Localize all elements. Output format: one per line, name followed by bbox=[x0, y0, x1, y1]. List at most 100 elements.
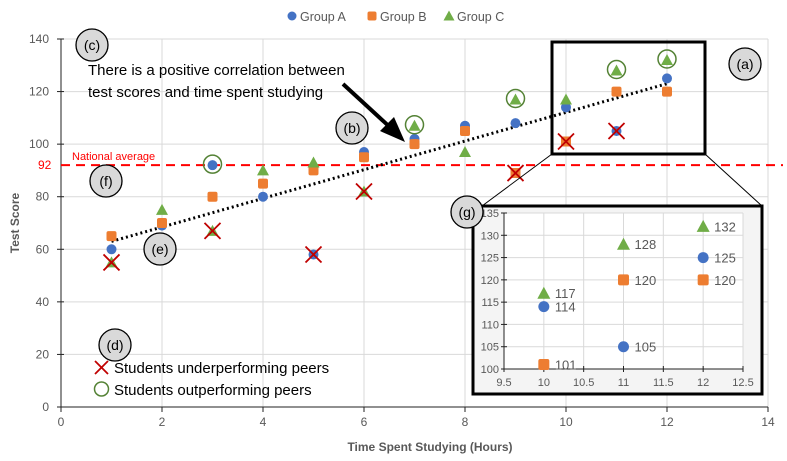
point-group-c bbox=[661, 54, 673, 66]
point-group-c bbox=[459, 146, 471, 158]
x-tick-label: 10 bbox=[559, 415, 573, 429]
callout-badge bbox=[89, 164, 123, 198]
inset-data-label: 125 bbox=[714, 251, 736, 266]
inset-x-tick-label: 12 bbox=[697, 377, 709, 389]
x-stroke bbox=[304, 245, 323, 264]
x-axis-label: Time Spent Studying (Hours) bbox=[347, 440, 512, 454]
inset-point-group-b bbox=[697, 274, 709, 286]
point-group-b bbox=[207, 191, 218, 202]
inset-point-group-b bbox=[538, 359, 550, 371]
callout-badge bbox=[143, 232, 177, 266]
callout-badge bbox=[335, 111, 369, 145]
inset-data-label: 105 bbox=[635, 340, 657, 355]
callout-badge bbox=[450, 195, 484, 229]
callout-label: (e) bbox=[151, 241, 168, 257]
inset-data-label: 120 bbox=[635, 273, 657, 288]
national-average-value: 92 bbox=[38, 158, 52, 172]
underperforming-x-marker bbox=[203, 222, 222, 240]
underperforming-x-marker bbox=[304, 245, 323, 264]
underperforming-legend-label: Students underperforming peers bbox=[114, 360, 329, 377]
inset-point-group-a bbox=[618, 341, 629, 353]
point-group-a bbox=[106, 244, 117, 255]
underperforming-x-marker bbox=[506, 164, 525, 182]
inset-y-tick-label: 135 bbox=[481, 208, 499, 220]
inset-data-label: 117 bbox=[555, 286, 576, 301]
inset-data-label: 101 bbox=[555, 358, 577, 373]
inset-point-group-c bbox=[617, 237, 630, 250]
inset-x-tick-label: 11 bbox=[618, 377, 629, 389]
x-stroke bbox=[607, 122, 626, 140]
point-group-a bbox=[207, 160, 218, 171]
inset-x-tick-label: 9.5 bbox=[496, 377, 511, 389]
point-group-b bbox=[409, 139, 420, 150]
national-average-label: National average bbox=[72, 151, 155, 163]
inset-data-label: 120 bbox=[714, 273, 736, 288]
callout-label: (d) bbox=[106, 337, 123, 353]
point-group-b bbox=[106, 231, 117, 242]
trendline bbox=[111, 82, 668, 243]
point-group-a bbox=[258, 191, 268, 202]
legend-label: Group A bbox=[300, 10, 347, 24]
point-group-c bbox=[560, 93, 572, 105]
inset-y-tick-label: 125 bbox=[481, 253, 499, 265]
x-tick-label: 12 bbox=[660, 415, 674, 429]
callout-label: (f) bbox=[99, 173, 112, 189]
x-stroke bbox=[203, 222, 222, 240]
zoom-connector-line bbox=[481, 153, 553, 207]
point-group-b bbox=[662, 86, 672, 97]
inset-point-group-c bbox=[696, 219, 710, 232]
inset-data-label: 114 bbox=[555, 300, 576, 315]
y-tick-label: 80 bbox=[36, 190, 50, 204]
inset-data-label: 128 bbox=[635, 237, 657, 252]
callout-badge bbox=[728, 47, 762, 81]
legend-marker-group-b bbox=[367, 11, 377, 21]
point-group-b bbox=[258, 178, 268, 189]
point-group-a bbox=[510, 118, 521, 129]
point-group-b bbox=[157, 218, 167, 228]
y-axis-label: Test Score bbox=[8, 192, 22, 253]
inset-y-tick-label: 110 bbox=[481, 319, 499, 331]
legend-label: Group C bbox=[457, 10, 504, 24]
inset-chart: 9.5 10 10.5 11 11.5 12 12.5 100 105 110 115 120 125 1… bbox=[471, 204, 764, 396]
x-tick-label: 14 bbox=[761, 415, 775, 429]
x-tick-label: 8 bbox=[462, 415, 469, 429]
point-group-c bbox=[257, 164, 269, 176]
point-group-c bbox=[408, 119, 421, 131]
point-group-c bbox=[156, 203, 168, 215]
annotation-arrow-shaft bbox=[341, 82, 395, 132]
y-tick-label: 20 bbox=[36, 347, 50, 361]
point-group-c bbox=[610, 64, 623, 76]
underperforming-x-marker bbox=[607, 122, 626, 140]
callout-label: (b) bbox=[343, 120, 360, 136]
y-tick-label: 100 bbox=[29, 137, 49, 151]
inset-y-tick-label: 130 bbox=[481, 230, 499, 242]
legend-marker-group-c bbox=[443, 10, 455, 21]
annotation-arrowhead-icon bbox=[380, 117, 405, 142]
zoom-connector-line bbox=[704, 153, 763, 207]
x-stroke bbox=[506, 164, 525, 182]
x-tick-label: 6 bbox=[361, 415, 368, 429]
point-group-b bbox=[460, 126, 470, 136]
y-tick-label: 140 bbox=[29, 32, 49, 46]
y-tick-label: 0 bbox=[42, 400, 49, 414]
x-tick-label: 4 bbox=[260, 415, 267, 429]
point-group-c bbox=[307, 156, 320, 168]
point-group-a bbox=[662, 73, 672, 84]
point-group-a bbox=[561, 102, 571, 113]
inset-point-group-a bbox=[697, 252, 709, 264]
outperforming-legend-icon bbox=[93, 381, 110, 397]
zoom-region-box bbox=[550, 40, 707, 156]
legend-marker-group-a bbox=[287, 11, 297, 21]
inset-y-tick-label: 115 bbox=[481, 297, 499, 309]
x-stroke bbox=[557, 132, 575, 151]
y-tick-label: 60 bbox=[36, 242, 50, 256]
outperforming-circle-marker bbox=[606, 59, 627, 80]
point-group-b bbox=[611, 86, 622, 97]
inset-x-tick-label: 12.5 bbox=[732, 377, 753, 389]
underperforming-x-marker bbox=[102, 253, 121, 272]
outperforming-circle-marker bbox=[202, 154, 223, 174]
callout-badge bbox=[75, 28, 109, 62]
inset-x-tick-label: 11.5 bbox=[653, 377, 674, 389]
annotation-text-line: test scores and time spent studying bbox=[88, 84, 323, 101]
